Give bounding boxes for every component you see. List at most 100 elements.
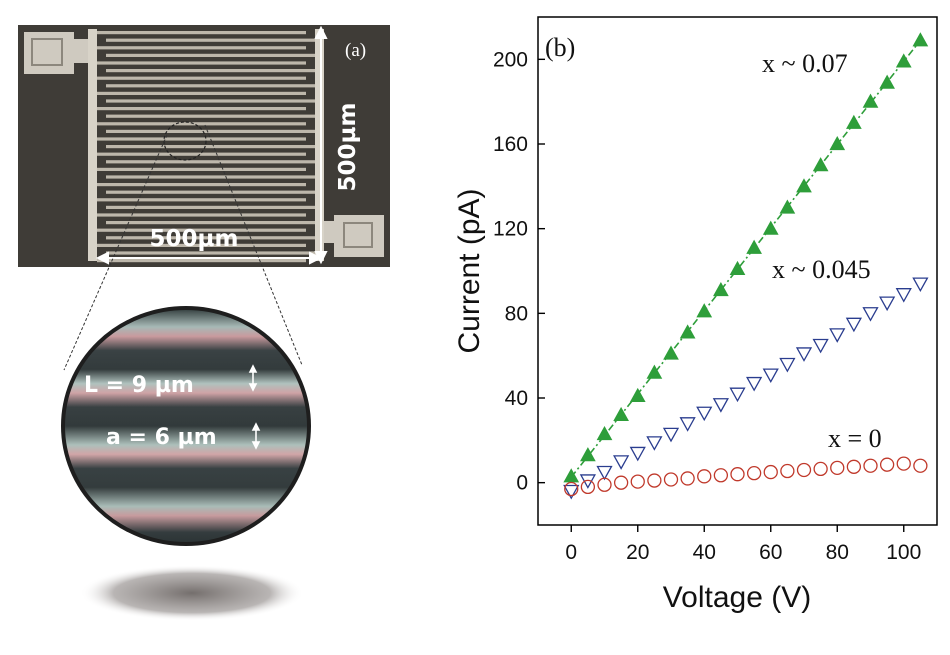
data-point: [679, 324, 696, 339]
electrode-finger: [97, 107, 306, 111]
electrode-finger: [106, 69, 315, 73]
data-point: [630, 474, 645, 489]
electrode-finger: [97, 91, 306, 95]
data-point: [795, 347, 813, 362]
electrode-finger: [97, 76, 306, 80]
data-point: [796, 178, 812, 193]
data-point: [813, 461, 828, 477]
data-point: [862, 307, 879, 322]
y-axis: 0 40 80 120 160 200: [493, 48, 545, 495]
spacing-L-label: L = 9 µm: [84, 373, 194, 398]
fit-line: [570, 40, 921, 478]
data-point: [596, 425, 613, 441]
electrode-finger: [97, 183, 306, 187]
electrode-finger: [97, 61, 306, 65]
x-tick-label: 60: [759, 541, 782, 564]
data-point: [663, 472, 679, 487]
width-dimension-arrow: [95, 251, 323, 265]
electrode-bus-right: [315, 29, 324, 261]
data-point: [646, 364, 663, 379]
zoom-connector-right: [204, 124, 303, 366]
data-point: [596, 465, 613, 481]
zoomed-electrode-circle: [61, 306, 311, 546]
data-point: [729, 260, 746, 275]
series-layer: [563, 32, 929, 500]
data-point: [629, 387, 646, 402]
data-point: [846, 459, 862, 474]
data-point: [663, 345, 679, 360]
data-point: [580, 447, 596, 462]
y-tick-label: 40: [505, 387, 528, 410]
electrode-finger: [106, 53, 315, 57]
electrode-finger: [97, 228, 306, 232]
data-point: [879, 74, 895, 89]
electrode-finger: [106, 114, 315, 118]
width-label: 500µm: [150, 226, 239, 252]
electrode-finger: [106, 84, 315, 88]
data-point: [647, 473, 662, 488]
data-point: [763, 464, 778, 480]
electrode-finger: [97, 122, 306, 126]
spacing-L-arrow: [248, 364, 258, 392]
data-point: [812, 338, 829, 354]
data-point: [563, 484, 580, 500]
y-tick-label: 120: [493, 218, 528, 241]
x-tick-label: 40: [693, 541, 716, 564]
data-point: [762, 368, 779, 384]
series-1: [563, 277, 929, 500]
series-2: [564, 456, 928, 497]
data-point: [746, 239, 762, 254]
electrode-finger: [106, 221, 315, 225]
data-point: [812, 157, 829, 172]
data-point: [580, 479, 596, 495]
data-point: [845, 317, 862, 333]
y-tick-label: 160: [493, 133, 528, 156]
data-point: [895, 53, 912, 68]
x-axis: 0 20 40 60 80 100: [565, 525, 921, 564]
zoom-connector-left: [63, 134, 168, 371]
data-point: [597, 477, 612, 492]
electrode-finger: [97, 31, 306, 35]
panel-a-label: (a): [345, 40, 366, 61]
data-point: [829, 328, 846, 343]
data-point: [696, 406, 713, 422]
electrode-finger: [106, 205, 315, 209]
electrode-finger: [106, 251, 315, 255]
zoom-view: L = 9 µm a = 6 µm: [61, 124, 311, 621]
data-point: [896, 456, 911, 471]
height-label: 500µm: [335, 103, 361, 192]
series-label-x-0.045: x ~ 0.045: [772, 255, 871, 284]
y-tick-label: 0: [516, 472, 528, 495]
circle-shadow: [80, 565, 304, 621]
data-point: [913, 458, 928, 473]
data-point: [679, 417, 696, 432]
data-point: [862, 93, 879, 108]
y-tick-label: 80: [505, 302, 528, 325]
series-label-x-0.07: x ~ 0.07: [762, 49, 848, 78]
bond-pad-top-left: [24, 32, 92, 74]
data-point: [613, 406, 629, 422]
data-point: [746, 465, 762, 481]
electrode-finger: [106, 175, 315, 179]
data-point: [680, 471, 695, 486]
data-point: [780, 463, 795, 479]
data-point: [564, 481, 579, 497]
data-point: [697, 469, 712, 484]
electrode-finger: [106, 38, 315, 42]
data-point: [713, 468, 729, 483]
data-point: [629, 446, 646, 462]
data-point: [662, 427, 680, 443]
electrode-finger: [97, 259, 306, 263]
spacing-a-label: a = 6 µm: [106, 425, 217, 450]
data-point: [730, 467, 745, 482]
electrode-bus-left: [88, 29, 97, 261]
x-tick-label: 0: [565, 541, 577, 564]
x-tick-label: 80: [826, 541, 849, 564]
electrode-finger: [97, 198, 306, 202]
electrode-finger: [97, 213, 306, 217]
data-point: [613, 455, 630, 470]
data-point: [830, 460, 845, 476]
electrode-finger: [106, 236, 315, 240]
y-axis-label: Current (pA): [453, 188, 486, 353]
y-tick-label: 200: [493, 48, 528, 71]
